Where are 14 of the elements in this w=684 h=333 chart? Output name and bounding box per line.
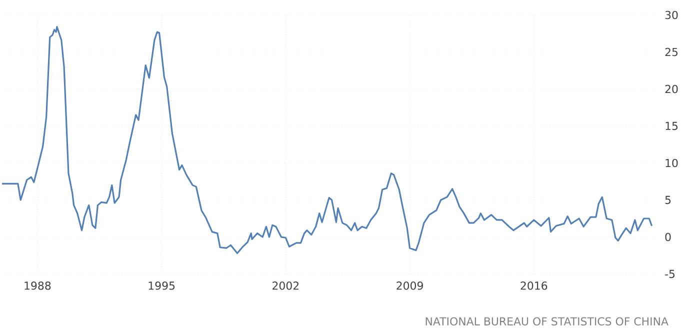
x-tick-label: 2016: [520, 282, 548, 290]
text: NATIONAL BUREAU OF STATISTICS OF CHINA: [426, 317, 668, 326]
y-tick-label: 10: [666, 158, 678, 168]
y-tick-label: 20: [665, 84, 678, 94]
y-tick-label: 15: [666, 122, 678, 130]
y-tick-label: 5: [665, 196, 671, 204]
x-tick-label: 1995: [148, 282, 175, 290]
y-tick-label: 30: [665, 10, 678, 20]
y-tick-label: 0: [665, 232, 671, 242]
y-tick-label: -5: [665, 270, 674, 278]
y-tick-label: 25: [665, 48, 678, 56]
x-tick-label: 2002: [272, 282, 299, 290]
x-tick-label: 2009: [396, 282, 423, 290]
x-tick-label: 1988: [24, 282, 51, 290]
